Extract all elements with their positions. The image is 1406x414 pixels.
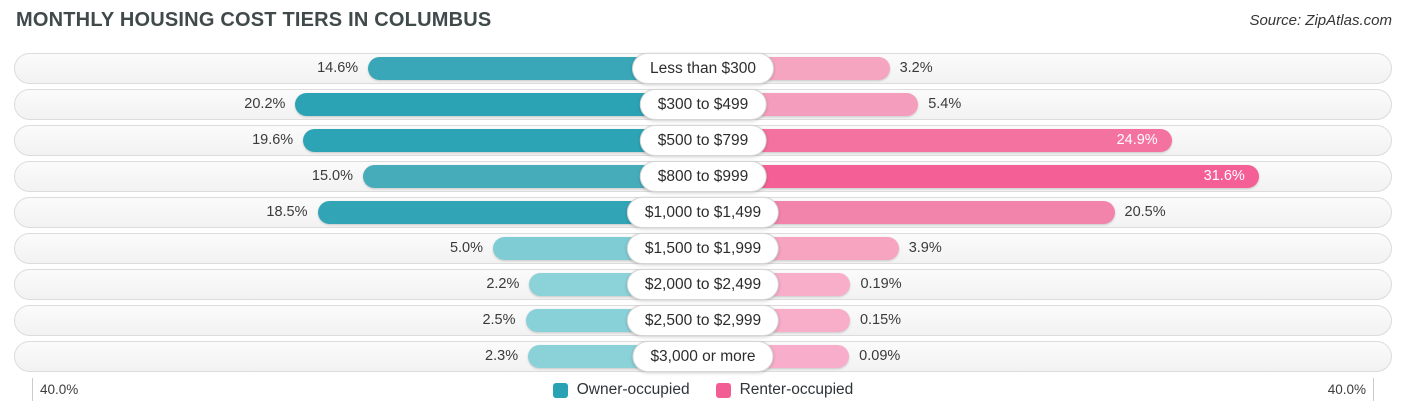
renter-value-label: 0.19% [860, 276, 902, 292]
owner-occupied-bar[interactable] [363, 165, 703, 188]
chart-legend: Owner-occupied Renter-occupied [14, 377, 1392, 403]
owner-occupied-bar[interactable] [368, 57, 703, 80]
legend-label: Owner-occupied [576, 381, 690, 398]
owner-value-label: 2.5% [482, 312, 516, 328]
renter-value-label: 3.9% [908, 240, 942, 256]
renter-value-label: 24.9% [1116, 132, 1158, 148]
renter-value-label: 0.15% [859, 312, 902, 328]
category-label: $2,000 to $2,499 [626, 269, 780, 300]
owner-occupied-bar[interactable] [317, 201, 703, 224]
category-label: $1,500 to $1,999 [626, 233, 780, 264]
category-label: $300 to $499 [639, 89, 767, 120]
chart-row: 2.3% 0.09% $3,000 or more [14, 341, 1392, 372]
owner-occupied-bar[interactable] [303, 129, 703, 152]
legend-label: Renter-occupied [739, 381, 854, 398]
owner-value-label: 15.0% [311, 168, 353, 184]
renter-value-label: 5.4% [928, 96, 962, 112]
category-label: Less than $300 [631, 53, 775, 84]
legend-item[interactable]: Owner-occupied [552, 381, 690, 399]
renter-value-label: 0.09% [859, 348, 901, 364]
axis-max-label-right: 40.0% [1327, 382, 1366, 397]
owner-value-label: 5.0% [449, 240, 483, 256]
category-label: $1,000 to $1,499 [626, 197, 780, 228]
chart-row: 14.6% 3.2% Less than $300 [14, 53, 1392, 84]
renter-value-label: 20.5% [1124, 204, 1166, 220]
source-attribution: Source: ZipAtlas.com [1249, 12, 1392, 29]
owner-value-label: 2.2% [486, 276, 520, 292]
renter-occupied-bar[interactable] [703, 165, 1259, 188]
category-label: $3,000 or more [632, 341, 774, 372]
renter-value-label: 3.2% [899, 60, 933, 76]
chart-title: Monthly Housing Cost Tiers in Columbus [16, 9, 492, 31]
axis-edge-tick-left [32, 378, 33, 401]
renter-occupied-bar[interactable] [703, 129, 1172, 152]
legend-item[interactable]: Renter-occupied [715, 381, 854, 399]
renter-value-label: 31.6% [1203, 168, 1245, 184]
owner-occupied-bar[interactable] [295, 93, 703, 116]
owner-value-label: 2.3% [485, 348, 519, 364]
chart-row: 2.2% 0.19% $2,000 to $2,499 [14, 269, 1392, 300]
chart-row: 20.2% 5.4% $300 to $499 [14, 89, 1392, 120]
owner-value-label: 18.5% [266, 204, 308, 220]
owner-value-label: 20.2% [244, 96, 286, 112]
legend-swatch [552, 382, 568, 398]
chart-row: 5.0% 3.9% $1,500 to $1,999 [14, 233, 1392, 264]
category-label: $500 to $799 [639, 125, 767, 156]
owner-value-label: 19.6% [252, 132, 294, 148]
chart-footer: 40.0% 40.0% Owner-occupied Renter-occupie… [14, 377, 1392, 403]
legend-swatch [715, 382, 731, 398]
chart-rows: 14.6% 3.2% Less than $300 20.2% 5.4% $30… [14, 53, 1392, 377]
axis-max-label-left: 40.0% [40, 382, 79, 397]
chart-row: 19.6% 24.9% $500 to $799 [14, 125, 1392, 156]
category-label: $2,500 to $2,999 [626, 305, 780, 336]
chart-row: 18.5% 20.5% $1,000 to $1,499 [14, 197, 1392, 228]
renter-occupied-bar[interactable] [703, 201, 1115, 224]
chart-row: 15.0% 31.6% $800 to $999 [14, 161, 1392, 192]
chart-row: 2.5% 0.15% $2,500 to $2,999 [14, 305, 1392, 336]
axis-edge-tick-right [1373, 378, 1374, 401]
category-label: $800 to $999 [639, 161, 767, 192]
owner-value-label: 14.6% [317, 60, 359, 76]
